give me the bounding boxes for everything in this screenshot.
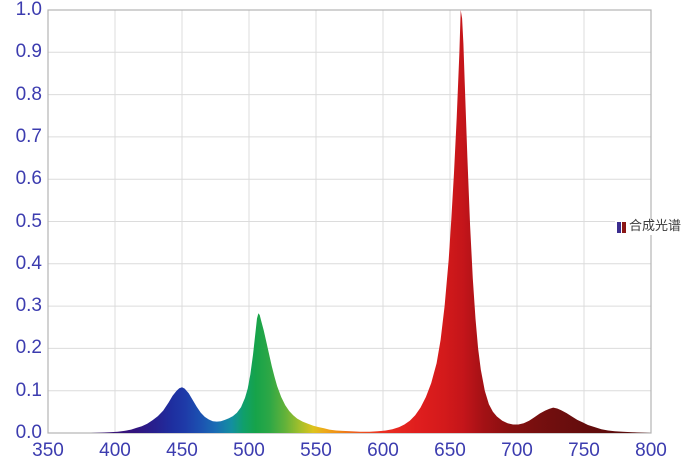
y-tick-label: 0.0 — [15, 422, 42, 443]
x-tick-label: 450 — [166, 440, 198, 461]
y-tick-label: 0.4 — [15, 252, 42, 274]
x-tick-label: 500 — [233, 440, 265, 461]
y-tick-label: 0.3 — [15, 295, 42, 317]
legend-series-marker-icon — [617, 221, 626, 233]
y-tick-label: 0.9 — [15, 41, 42, 63]
x-tick-label: 400 — [99, 440, 131, 461]
y-tick-label: 0.8 — [15, 83, 42, 105]
legend: 合成光谱 — [615, 219, 684, 235]
x-tick-label: 600 — [367, 440, 399, 461]
y-tick-label: 0.7 — [15, 125, 42, 147]
y-tick-label: 1.0 — [15, 0, 42, 20]
y-tick-label: 0.5 — [15, 210, 42, 232]
legend-series-label: 合成光谱 — [629, 219, 682, 234]
y-tick-label: 0.2 — [15, 337, 42, 359]
y-tick-label: 0.1 — [15, 379, 42, 401]
x-tick-label: 550 — [300, 440, 332, 461]
x-tick-label: 700 — [501, 440, 533, 461]
x-tick-label: 800 — [635, 440, 667, 461]
y-tick-label: 0.6 — [15, 168, 42, 190]
x-tick-label: 750 — [568, 440, 600, 461]
x-tick-label: 350 — [32, 440, 64, 461]
x-tick-label: 650 — [434, 440, 466, 461]
